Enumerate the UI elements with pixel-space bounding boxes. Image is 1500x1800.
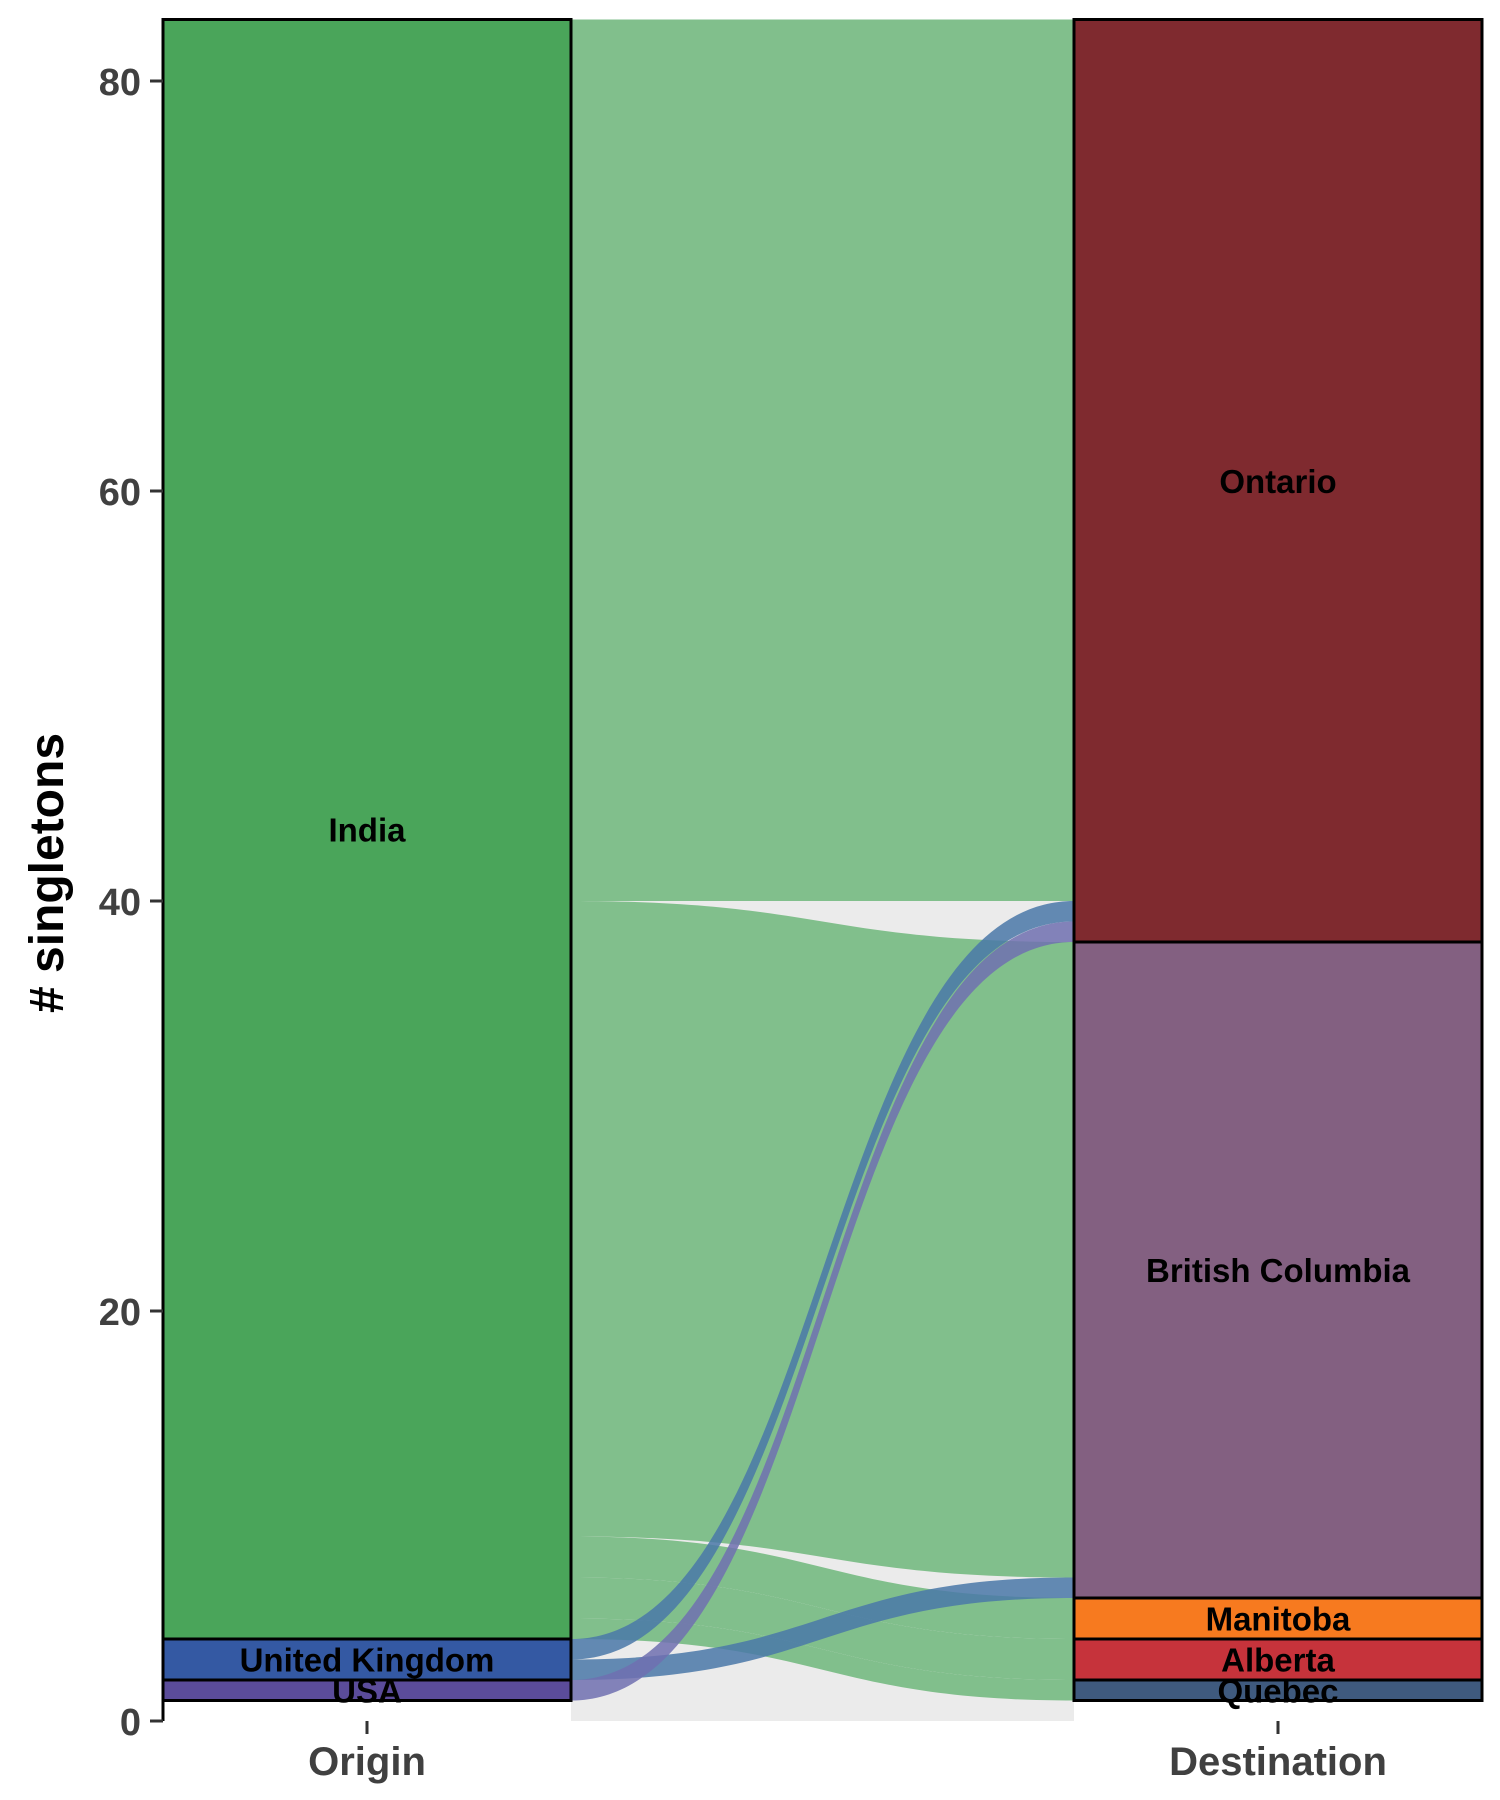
- y-tick-label: 20: [99, 1292, 141, 1334]
- destination-label-manitoba: Manitoba: [1206, 1601, 1351, 1638]
- y-tick-label: 40: [99, 882, 141, 924]
- y-tick-label: 60: [99, 472, 141, 514]
- flow-united-kingdom-to-ontario: [571, 901, 1074, 1660]
- destination-stratum-quebec: [1072, 1678, 1484, 1702]
- destination-stratum-manitoba: [1072, 1596, 1484, 1641]
- origin-label-india: India: [328, 811, 406, 848]
- origin-label-united-kingdom: United Kingdom: [240, 1642, 495, 1679]
- y-axis-title: # singletons: [21, 733, 74, 1013]
- y-tick-label: 80: [99, 62, 141, 104]
- destination-label-ontario: Ontario: [1219, 463, 1336, 500]
- destination-label-quebec: Quebec: [1217, 1672, 1338, 1709]
- flow-india-to-british-columbia: [571, 901, 1074, 1578]
- flow-india-to-ontario: [571, 19, 1074, 901]
- flow-india-to-quebec: [571, 1618, 1074, 1701]
- destination-stratum-alberta: [1072, 1637, 1484, 1682]
- origin-label-usa: USA: [332, 1672, 402, 1709]
- x-tick-label-origin: Origin: [308, 1740, 426, 1784]
- origin-stratum-united-kingdom: [161, 1637, 573, 1682]
- destination-label-british-columbia: British Columbia: [1146, 1252, 1411, 1289]
- destination-stratum-ontario: [1072, 18, 1484, 944]
- x-axis: Origin Destination: [308, 1721, 1387, 1784]
- destination-stratum-british-columbia: [1072, 940, 1484, 1600]
- y-tick-label: 0: [120, 1702, 141, 1744]
- x-tick-label-destination: Destination: [1169, 1740, 1387, 1784]
- flow-usa-to-ontario: [571, 921, 1074, 1701]
- y-axis: 0 20 40 60 80: [99, 19, 165, 1744]
- flows: [571, 19, 1074, 1701]
- origin-stratum-india: [161, 18, 573, 1641]
- flow-united-kingdom-to-british-columbia: [571, 1577, 1074, 1680]
- destination-label-alberta: Alberta: [1221, 1642, 1335, 1679]
